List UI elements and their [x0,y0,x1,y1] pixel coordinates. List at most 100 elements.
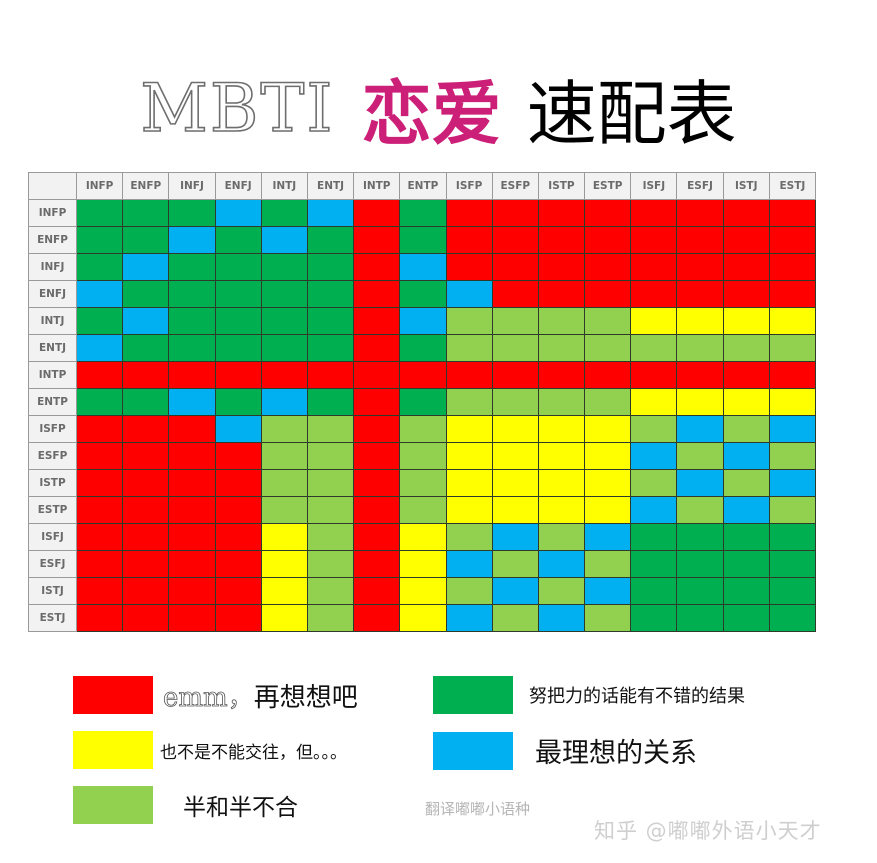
grid-cell-entp-isfj [630,388,678,416]
grid-cell-istj-istj [722,577,770,605]
column-header-enfp: ENFP [122,172,170,200]
watermark-zhihu: 知乎 @嘟嘟外语小天才 [594,819,822,843]
legend-item-green: 努把力的话能有不错的结果 [433,676,745,714]
grid-row-intj: INTJ [28,307,817,335]
grid-cell-enfp-infj [168,226,216,254]
grid-cell-infj-intj [260,253,308,281]
grid-cell-estp-estp [584,496,632,524]
grid-cell-istj-isfp [445,577,493,605]
grid-cell-isfj-estp [584,523,632,551]
grid-cell-infj-intp [353,253,401,281]
grid-cell-intp-esfp [491,361,539,389]
row-header-infj: INFJ [28,253,77,281]
grid-cell-enfp-estp [584,226,632,254]
grid-cell-infj-isfp [445,253,493,281]
grid-cell-esfj-isfp [445,550,493,578]
grid-cell-isfp-istp [537,415,586,443]
grid-cell-intp-istj [722,361,770,389]
grid-cell-istj-entj [306,577,355,605]
grid-cell-istp-infj [168,469,216,497]
grid-cell-entp-entp [399,388,447,416]
grid-cell-esfj-intj [260,550,308,578]
grid-cell-entj-enfj [214,334,262,362]
grid-cell-esfj-intp [353,550,401,578]
grid-cell-entp-intj [260,388,308,416]
grid-cell-isfj-infj [168,523,216,551]
grid-row-esfj: ESFJ [28,550,817,578]
legend-label-red: 再想想吧 [253,682,358,713]
grid-cell-entj-infp [75,334,124,362]
grid-cell-infp-estp [584,199,632,227]
grid-cell-entp-esfj [676,388,724,416]
grid-cell-esfj-infp [75,550,124,578]
grid-cell-intp-esfj [676,361,724,389]
legend-label-lightgreen: 半和半不合 [183,795,298,821]
grid-cell-esfp-estp [584,442,632,470]
grid-cell-esfp-estj [768,442,817,470]
grid-cell-entp-isfp [445,388,493,416]
legend-swatch-red [73,676,153,714]
grid-cell-estp-intj [260,496,308,524]
grid-cell-infj-infj [168,253,216,281]
grid-cell-isfp-entp [399,415,447,443]
grid-cell-isfp-enfp [122,415,170,443]
grid-cell-estp-enfj [214,496,262,524]
legend-swatch-lightgreen [73,786,153,824]
grid-row-enfp: ENFP [28,226,817,254]
grid-cell-infj-infp [75,253,124,281]
grid-cell-intj-enfj [214,307,262,335]
grid-cell-intj-intj [260,307,308,335]
grid-cell-enfj-istj [722,280,770,308]
grid-cell-enfj-intp [353,280,401,308]
grid-cell-intj-infj [168,307,216,335]
grid-cell-esfj-isfj [630,550,678,578]
row-header-isfp: ISFP [28,415,77,443]
grid-cell-entp-estj [768,388,817,416]
legend-label-green: 努把力的话能有不错的结果 [529,686,745,707]
grid-cell-intp-isfj [630,361,678,389]
grid-cell-intj-infp [75,307,124,335]
title-mbti: MBTI [140,69,335,148]
grid-cell-enfj-estp [584,280,632,308]
column-header-istp: ISTP [537,172,586,200]
grid-cell-infj-entp [399,253,447,281]
grid-cell-intj-esfj [676,307,724,335]
grid-cell-esfp-intp [353,442,401,470]
row-header-entj: ENTJ [28,334,77,362]
column-header-isfp: ISFP [445,172,493,200]
grid-cell-enfj-enfp [122,280,170,308]
grid-row-intp: INTP [28,361,817,389]
grid-cell-intp-entp [399,361,447,389]
grid-cell-infp-isfj [630,199,678,227]
grid-cell-istp-enfp [122,469,170,497]
row-header-estj: ESTJ [28,604,77,632]
column-header-enfj: ENFJ [214,172,262,200]
row-header-infp: INFP [28,199,77,227]
legend-item-lightgreen: 半和半不合 [73,786,298,824]
grid-cell-istp-esfj [676,469,724,497]
grid-cell-istj-istp [537,577,586,605]
grid-cell-isfp-enfj [214,415,262,443]
grid-cell-estj-intp [353,604,401,632]
legend-item-blue: 最理想的关系 [433,731,697,770]
grid-cell-istp-isfp [445,469,493,497]
grid-cell-enfp-isfj [630,226,678,254]
row-header-entp: ENTP [28,388,77,416]
grid-cell-istp-entj [306,469,355,497]
grid-cell-entp-istp [537,388,586,416]
grid-cell-isfp-esfp [491,415,539,443]
grid-cell-infj-istj [722,253,770,281]
grid-cell-esfj-infj [168,550,216,578]
grid-cell-enfj-enfj [214,280,262,308]
grid-cell-isfj-infp [75,523,124,551]
row-header-istp: ISTP [28,469,77,497]
grid-cell-infj-isfj [630,253,678,281]
grid-cell-esfp-infj [168,442,216,470]
grid-cell-intj-isfj [630,307,678,335]
grid-cell-istp-estp [584,469,632,497]
grid-cell-intj-intp [353,307,401,335]
grid-cell-enfj-esfp [491,280,539,308]
grid-cell-enfp-esfp [491,226,539,254]
grid-cell-estj-infj [168,604,216,632]
legend-swatch-yellow [73,731,153,769]
